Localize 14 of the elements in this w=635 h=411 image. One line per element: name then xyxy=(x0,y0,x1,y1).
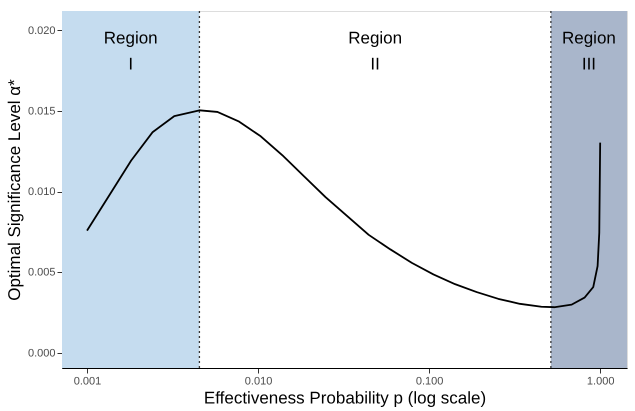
x-tick-label: 0.001 xyxy=(74,376,102,388)
y-tick-label: 0.005 xyxy=(28,266,56,279)
y-tick-label: 0.015 xyxy=(28,105,56,118)
x-tick-label: 0.100 xyxy=(416,376,444,388)
x-tick-label: 0.010 xyxy=(244,376,272,388)
y-axis-title: Optimal Significance Level α* xyxy=(4,78,24,301)
y-tick-label: 0.010 xyxy=(28,186,56,198)
y-tick-label: 0.000 xyxy=(28,347,56,360)
band-label: Region I xyxy=(104,28,158,74)
annotation: Region II xyxy=(348,28,402,74)
x-axis-title: Effectiveness Probability p (log scale) xyxy=(204,388,486,408)
y-tick-label: 0.020 xyxy=(28,24,56,37)
band-label: Region III xyxy=(562,28,616,74)
x-tick-label: 1.000 xyxy=(586,376,614,388)
